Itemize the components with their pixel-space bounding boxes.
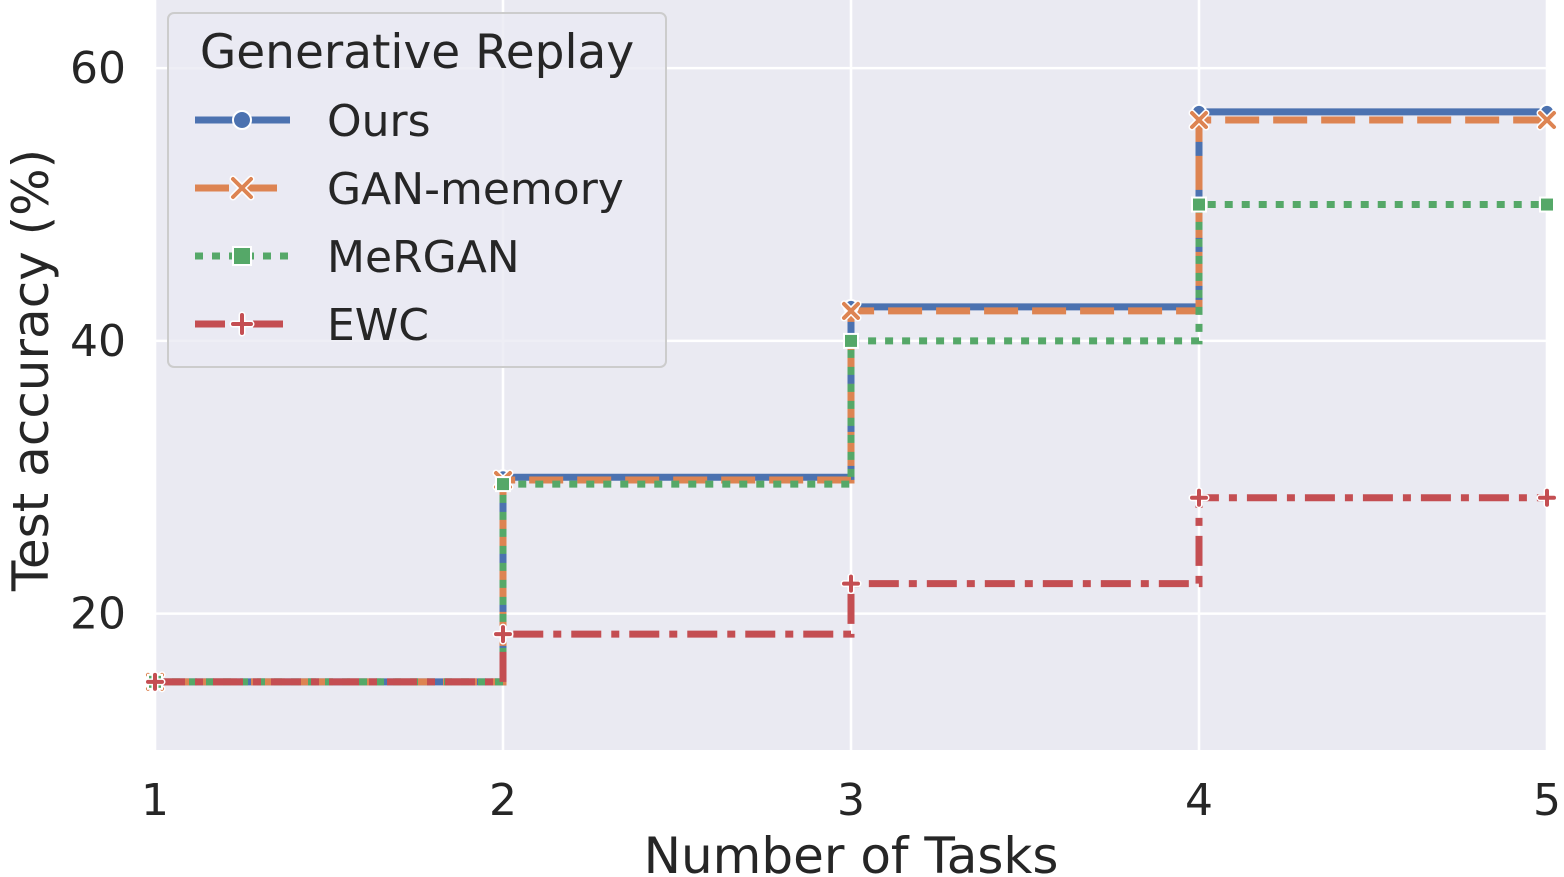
data-point — [144, 671, 166, 693]
legend-entries: Ours GAN-memory MeRGAN EWC — [195, 96, 624, 351]
data-point — [843, 332, 859, 349]
y-tick-label: 20 — [70, 589, 126, 640]
data-point — [1536, 487, 1558, 509]
legend-entry: GAN-memory — [195, 164, 624, 215]
legend-label: Ours — [327, 96, 431, 147]
legend-box — [167, 12, 667, 368]
y-tick-label: 40 — [70, 316, 126, 367]
series-line-MeRGAN — [155, 201, 1547, 686]
series-lines — [155, 108, 1547, 686]
data-point — [1188, 487, 1210, 509]
x-tick-labels: 1 2 3 4 5 — [141, 775, 1561, 826]
legend-marker — [229, 311, 255, 337]
series-line-EWC — [155, 494, 1547, 686]
series-markers — [144, 103, 1558, 693]
legend-marker — [232, 246, 252, 266]
x-axis-label: Number of Tasks — [644, 827, 1059, 877]
legend-label: EWC — [327, 300, 429, 351]
legend-entry: EWC — [195, 300, 429, 351]
x-tick-label: 4 — [1185, 775, 1213, 826]
data-point — [840, 573, 862, 595]
x-tick-label: 2 — [489, 775, 517, 826]
data-point — [1539, 196, 1555, 213]
y-tick-label: 60 — [70, 43, 126, 94]
data-point — [840, 300, 862, 322]
data-point — [1536, 109, 1558, 131]
legend-entry: MeRGAN — [195, 232, 520, 283]
x-tick-label: 3 — [837, 775, 865, 826]
data-point — [492, 623, 514, 645]
legend-marker — [229, 175, 255, 201]
legend-marker — [232, 110, 252, 130]
legend-label: GAN-memory — [327, 164, 624, 215]
legend-title: Generative Replay — [200, 25, 634, 80]
y-axis-label: Test accuracy (%) — [2, 149, 60, 592]
x-tick-label: 5 — [1533, 775, 1561, 826]
legend-entry: Ours — [195, 96, 431, 147]
series-line-GAN-memory — [155, 116, 1547, 686]
data-point — [495, 476, 511, 493]
y-tick-labels: 20 40 60 — [70, 43, 126, 639]
data-point — [1191, 196, 1207, 213]
legend-label: MeRGAN — [327, 232, 520, 283]
x-tick-label: 1 — [141, 775, 169, 826]
legend: Generative Replay Ours GAN-memory MeRGAN EW… — [167, 12, 667, 368]
data-point — [1188, 109, 1210, 131]
